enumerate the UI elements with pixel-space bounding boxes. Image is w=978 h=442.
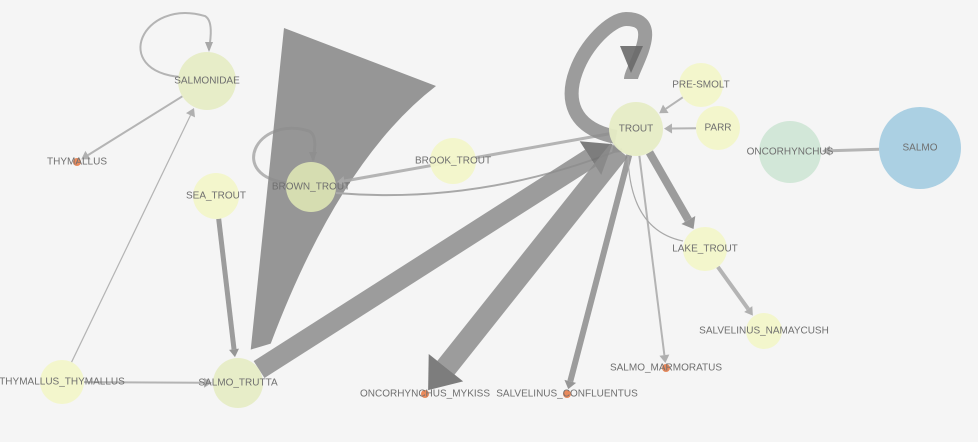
edge-lake-trout-to-salvelinus-namaycush-line	[716, 265, 750, 311]
edge-sea-trout-to-salmo-trutta-arrowhead	[229, 348, 239, 358]
edges-layer	[71, 11, 880, 391]
edge-thymallus-thymallus-to-salmonidae-arrowhead	[186, 108, 196, 118]
node-oncorhynchus-mykiss[interactable]	[421, 390, 429, 398]
node-oncorhynchus[interactable]	[759, 121, 821, 183]
edge-salmonidae-to-thymallus-line	[87, 95, 183, 156]
edge-thymallus-thymallus-to-salmo-trutta-arrowhead	[203, 377, 213, 388]
node-salmo-label: SALMO	[902, 143, 937, 154]
node-salvelinus-namaycush-label: SALVELINUS_NAMAYCUSH	[699, 326, 829, 337]
node-salvelinus-confluentus-label: SALVELINUS_CONFLUENTUS	[496, 389, 638, 400]
edge-trout-to-salmo-marmoratus	[638, 155, 670, 364]
edge-trout-to-salmo-marmoratus-line	[638, 155, 666, 356]
node-salvelinus-confluentus[interactable]	[563, 390, 571, 398]
edge-sea-trout-to-salmo-trutta-line	[216, 218, 237, 350]
node-salmo-trutta-label: SALMO_TRUTTA	[198, 378, 278, 389]
nodes-layer	[40, 52, 961, 408]
edge-trout-to-oncorhynchus-mykiss	[428, 143, 628, 391]
edge-trout-to-oncorhynchus-mykiss-line	[437, 143, 628, 375]
node-salmo[interactable]	[879, 107, 961, 189]
edge-pre-smolt-to-trout	[659, 96, 684, 114]
edge-salmonidae-to-salmonidae-arrowhead	[205, 42, 213, 52]
node-parr-label: PARR	[704, 123, 731, 134]
node-trout-label: TROUT	[619, 124, 653, 135]
edge-trout-to-salvelinus-confluentus-arrowhead	[564, 379, 577, 390]
edge-parr-to-trout-arrowhead	[663, 123, 673, 134]
edge-salmonidae-to-salmonidae	[139, 12, 213, 78]
edge-thymallus-thymallus-to-salmonidae-line	[71, 114, 192, 363]
edge-salmonidae-to-thymallus-arrowhead	[81, 150, 91, 160]
edge-lake-trout-to-trout-line	[627, 155, 684, 242]
node-oncorhynchus-mykiss-label: ONCORHYNCHUS_MYKISS	[360, 389, 490, 400]
node-lake-trout[interactable]	[683, 227, 727, 271]
edge-pre-smolt-to-trout-arrowhead	[659, 104, 669, 114]
edge-thymallus-thymallus-to-salmo-trutta	[83, 377, 213, 388]
node-brown-trout[interactable]	[286, 162, 336, 212]
node-thymallus[interactable]	[73, 158, 81, 166]
node-salmo-trutta[interactable]	[213, 358, 263, 408]
node-salmo-marmoratus-label: SALMO_MARMORATUS	[610, 363, 722, 374]
node-pre-smolt[interactable]	[679, 63, 723, 107]
edge-thymallus-thymallus-to-salmo-trutta-line	[83, 381, 205, 384]
node-thymallus-thymallus-label: THYMALLUS_THYMALLUS	[0, 377, 125, 388]
edge-pre-smolt-to-trout-line	[665, 96, 684, 110]
node-salvelinus-namaycush[interactable]	[746, 313, 782, 349]
edge-salmonidae-to-salmonidae-line	[139, 12, 212, 78]
edge-trout-to-brown-trout	[336, 132, 610, 186]
edge-trout-to-trout-line	[564, 11, 653, 144]
node-trout[interactable]	[609, 102, 663, 156]
node-oncorhynchus-label: ONCORHYNCHUS	[747, 147, 834, 158]
edge-lake-trout-to-salvelinus-namaycush-arrowhead	[744, 306, 753, 316]
labels-layer: SALMONIDAE THYMALLUS SEA_TROUT BROWN_TROUT B…	[0, 76, 938, 400]
node-brook-trout-label: BROOK_TROUT	[415, 156, 491, 167]
node-brook-trout[interactable]	[430, 138, 476, 184]
edge-trout-to-salmo-marmoratus-arrowhead	[659, 354, 670, 364]
edge-salmo-trutta-to-trout-line	[253, 149, 596, 378]
node-salmonidae-label: SALMONIDAE	[174, 76, 240, 87]
edge-trout-to-salvelinus-confluentus	[564, 154, 633, 390]
node-sea-trout[interactable]	[193, 173, 239, 219]
edge-trout-to-lake-trout-arrowhead	[681, 216, 696, 230]
edge-trout-to-trout-arrowhead	[620, 46, 643, 73]
node-sea-trout-label: SEA_TROUT	[186, 191, 246, 202]
node-thymallus-label: THYMALLUS	[47, 157, 107, 168]
edge-trout-to-trout	[564, 11, 653, 144]
edge-salmo-to-oncorhynchus-arrowhead	[821, 145, 831, 156]
edge-trout-to-lake-trout-line	[645, 150, 692, 223]
edge-sea-trout-to-salmo-trutta	[216, 218, 239, 358]
node-salmonidae[interactable]	[178, 52, 236, 110]
edge-thymallus-thymallus-to-salmonidae	[71, 108, 196, 363]
edge-lake-trout-to-trout	[627, 155, 684, 242]
node-parr[interactable]	[696, 106, 740, 150]
node-pre-smolt-label: PRE-SMOLT	[672, 80, 730, 91]
node-thymallus-thymallus[interactable]	[40, 360, 84, 404]
edge-salmo-trutta-to-brown-trout-band	[250, 28, 436, 350]
edge-salmonidae-to-thymallus	[81, 95, 183, 160]
node-salmo-marmoratus[interactable]	[662, 364, 670, 372]
edge-trout-to-brown-trout-line	[344, 132, 610, 183]
edge-salmo-to-oncorhynchus-line	[829, 147, 880, 153]
edge-trout-to-oncorhynchus-mykiss-arrowhead	[428, 354, 464, 391]
edge-trout-to-lake-trout	[645, 150, 696, 230]
edge-parr-to-trout	[663, 123, 697, 134]
edge-salmo-to-oncorhynchus	[821, 145, 880, 156]
edge-salmo-trutta-to-brown-trout	[250, 28, 436, 350]
edge-lake-trout-to-salvelinus-namaycush	[716, 265, 753, 316]
edge-trout-to-brown-trout-arrowhead	[336, 176, 346, 186]
edge-trout-to-salvelinus-confluentus-line	[567, 154, 633, 383]
node-brown-trout-label: BROWN_TROUT	[272, 182, 350, 193]
node-lake-trout-label: LAKE_TROUT	[672, 244, 738, 255]
